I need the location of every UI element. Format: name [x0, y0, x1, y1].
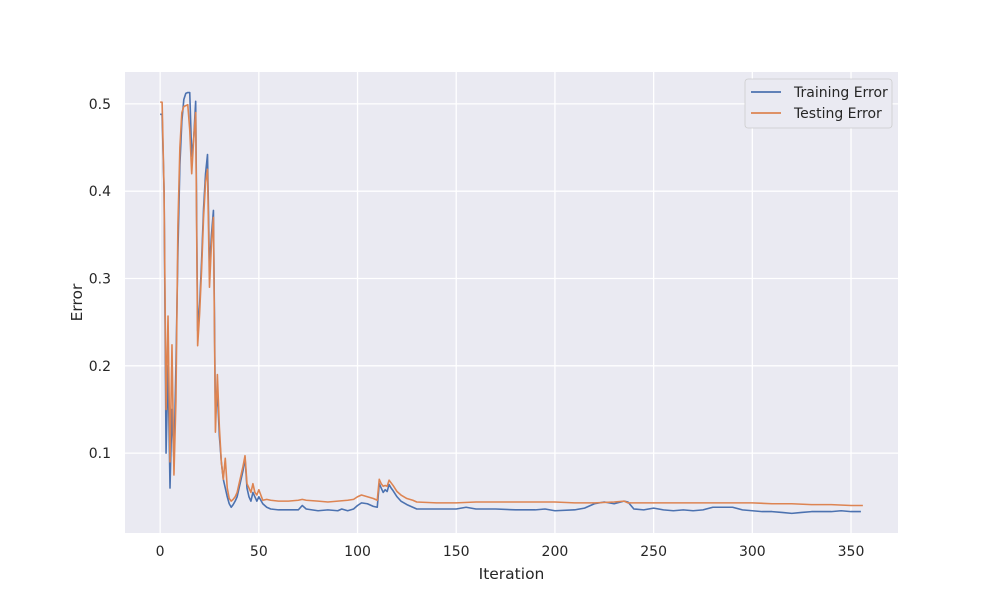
x-tick-label: 0 [156, 544, 165, 560]
x-tick-labels: 0 50 100 150 200 250 300 350 [156, 544, 865, 560]
x-tick-label: 300 [739, 544, 766, 560]
legend-label: Training Error [793, 85, 888, 101]
legend: Training Error Testing Error [744, 78, 893, 129]
y-axis-label: Error [68, 283, 86, 321]
x-tick-label: 250 [640, 544, 667, 560]
y-tick-labels: 0.1 0.2 0.3 0.4 0.5 [89, 97, 111, 462]
x-tick-label: 200 [542, 544, 569, 560]
legend-box [744, 78, 893, 129]
y-tick-label: 0.3 [89, 271, 111, 287]
plot-background [125, 72, 898, 533]
y-tick-label: 0.4 [89, 184, 111, 200]
y-tick-label: 0.2 [89, 359, 111, 375]
y-tick-label: 0.1 [89, 446, 111, 462]
x-tick-label: 50 [250, 544, 268, 560]
x-tick-label: 350 [838, 544, 865, 560]
y-tick-label: 0.5 [89, 97, 111, 113]
x-tick-label: 100 [344, 544, 371, 560]
x-tick-label: 150 [443, 544, 470, 560]
series-line-testing-error [160, 101, 863, 507]
legend-label: Testing Error [793, 106, 882, 122]
x-axis-label: Iteration [479, 565, 545, 583]
series-layer [160, 91, 863, 515]
